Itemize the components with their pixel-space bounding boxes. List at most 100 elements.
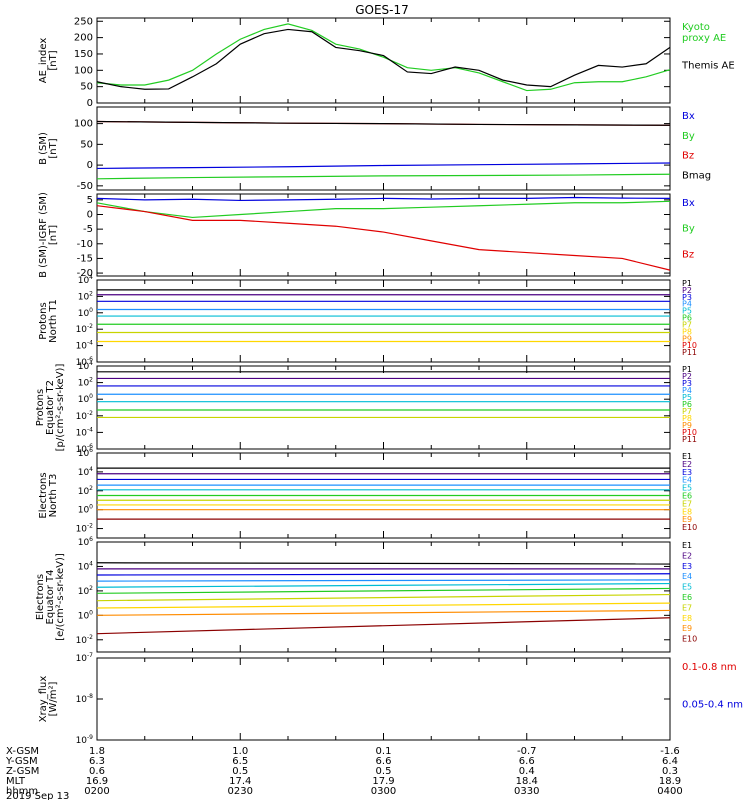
legend-entry: P1 [682,365,692,374]
y-tick-label: 50 [80,82,93,93]
y-tick-label: 104 [78,274,93,286]
time-row-value: 17.9 [372,776,394,787]
legend-entry: proxy AE [682,33,726,44]
legend-entry: P4 [682,386,692,395]
legend-entry: P5 [682,393,692,402]
y-axis-label: Protons [38,302,49,339]
y-axis-label: [nT] [48,225,59,245]
y-tick-label: 104 [78,360,93,372]
series-line [96,120,671,126]
time-row-label: Y-GSM [5,756,38,767]
time-axis: X-GSM 1.8 1.0 0.1 -0.7 -1.6 Y-GSM 6.3 6.5 6.6 6.6 6… [5,746,683,800]
legend-entry: Bx [682,111,695,122]
legend-entry: E5 [682,583,692,592]
y-axis-label: AE_index [38,38,49,84]
y-tick-label: 106 [78,536,93,548]
y-tick-label: 104 [78,466,93,478]
panel-protons-t1: 104 102 100 10-2 10-4 10-6 Protons North T1 P1P2… [38,274,697,368]
legend-entry: E3 [682,468,692,477]
legend-entry: E8 [682,507,692,516]
legend-entry: P2 [682,286,692,295]
time-row-value: 0.4 [519,766,535,777]
y-tick-label: 0 [87,98,93,109]
legend-entry: Bx [682,198,695,209]
y-axis-label: Electrons [35,574,46,620]
series-line [96,173,671,180]
y-tick-label: 10-2 [76,523,94,535]
legend-entry: E3 [682,562,692,571]
legend-entry: E5 [682,484,692,493]
time-row-value: 0.6 [89,766,105,777]
y-axis-label: Protons [35,389,46,426]
y-tick-label: -15 [77,253,93,264]
legend-entry: P8 [682,414,692,423]
series-line [96,593,671,602]
series-line [96,579,671,582]
time-row-value: 0.5 [232,766,248,777]
legend-entry: E10 [682,523,697,532]
y-axis-label: Electrons [38,472,49,518]
time-row-value: 1.8 [89,746,105,757]
time-row-value: 16.9 [86,776,108,787]
y-tick-label: 100 [74,119,93,130]
legend-entry: P6 [682,400,692,409]
y-tick-label: -5 [83,224,93,235]
time-row-value: 0230 [228,786,253,797]
series-line [96,602,671,609]
y-tick-label: -50 [77,181,93,192]
legend-entry: P1 [682,279,692,288]
y-axis-label: North T3 [48,474,59,518]
plot-title: GOES-17 [355,3,409,17]
panel-frame [96,17,671,104]
legend-entry: E4 [682,572,692,581]
y-axis-label: B (SM)-IGRF (SM) [38,192,49,278]
legend-entry: E2 [682,460,692,469]
y-tick-label: 102 [78,377,93,389]
y-tick-label: 10-6 [76,443,94,455]
legend-entry: P4 [682,300,692,309]
y-tick-label: 100 [74,65,93,76]
y-tick-label: 10-4 [76,340,94,352]
panel-frame [96,541,671,653]
legend-entry: E6 [682,593,692,602]
series-line [96,617,671,635]
time-row-value: 6.5 [232,756,248,767]
legend-entry: E8 [682,614,692,623]
y-tick-label: 10-6 [76,356,94,368]
legend-entry: Bz [682,151,694,162]
panel-b-igrf: -20 -15 -10 -5 0 5 B (SM)-IGRF (SM) [nT] Bx By Bz [38,192,695,279]
legend-entry: E7 [682,603,692,612]
legend-entry: P9 [682,421,692,430]
time-row-value: 6.6 [519,756,535,767]
legend-entry: P11 [682,348,697,357]
legend-entry: Bz [682,249,694,260]
legend-entry: E6 [682,492,692,501]
time-row-label: X-GSM [6,746,39,757]
time-row-label: Z-GSM [6,766,39,777]
legend-entry: P10 [682,428,697,437]
legend-entry: Bmag [682,170,711,181]
y-tick-label: 10-8 [76,693,94,705]
y-tick-label: 150 [74,49,93,60]
y-tick-label: 10-4 [76,426,94,438]
y-axis-label: [e/(cm²-s-sr-keV)] [55,553,66,641]
series-line [96,609,671,616]
time-row-value: 0.1 [376,746,392,757]
y-tick-label: 10-2 [76,634,94,646]
time-row-label: hhmm [6,786,38,797]
date-label: 2019 Sep 13 [6,791,69,800]
series-line [96,582,671,588]
legend-entry: P7 [682,407,692,416]
time-row-value: 6.4 [662,756,678,767]
panel-b-sm: -50 0 50 100 B (SM) [nT] Bx By Bz Bmag [38,106,711,192]
time-row-value: 0330 [514,786,539,797]
legend-entry: E7 [682,499,692,508]
legend-entry: P3 [682,379,692,388]
legend-entry: P9 [682,334,692,343]
y-axis-label: Equator T4 [45,570,56,625]
y-tick-label: 250 [74,16,93,27]
y-tick-label: 104 [78,560,93,572]
time-row-value: 0.5 [376,766,392,777]
